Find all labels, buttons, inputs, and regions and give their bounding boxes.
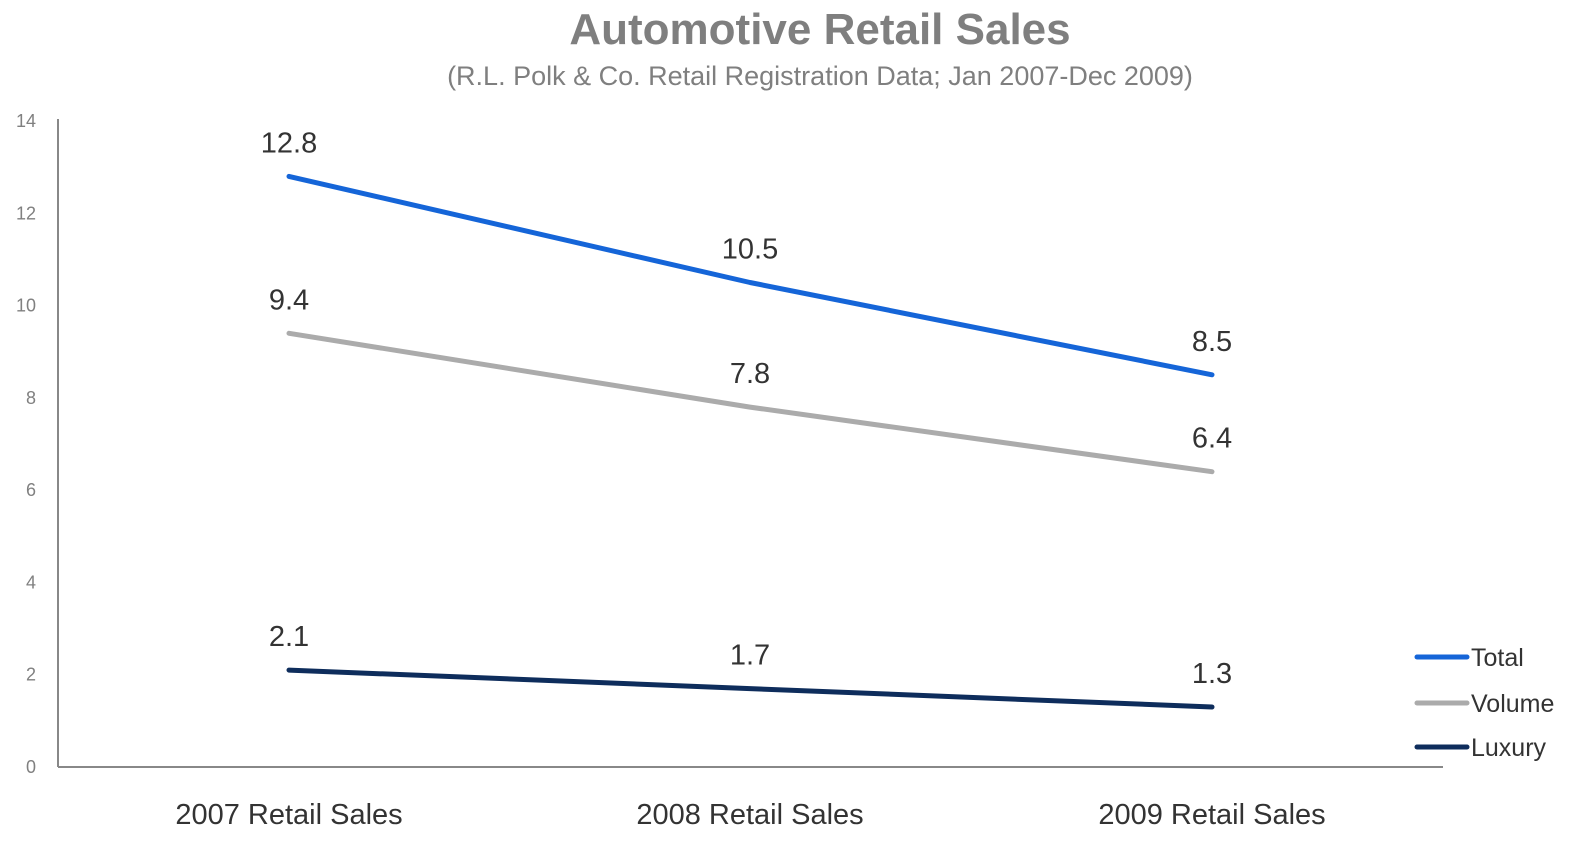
legend-label-volume: Volume — [1471, 690, 1554, 718]
data-labels: 12.8 10.5 8.5 9.4 7.8 6.4 2.1 1.7 1.3 — [261, 127, 1232, 690]
axes — [57, 119, 1443, 768]
legend: Total Volume Luxury — [1414, 644, 1554, 762]
legend-label-total: Total — [1471, 644, 1524, 672]
y-tick-label: 4 — [26, 572, 36, 592]
y-tick-label: 14 — [16, 111, 36, 131]
y-tick-label: 12 — [16, 203, 36, 223]
data-label-volume: 6.4 — [1192, 423, 1232, 455]
data-label-volume: 9.4 — [269, 284, 309, 316]
y-axis-ticks: 0 2 4 6 8 10 12 14 — [16, 111, 36, 777]
data-label-total: 10.5 — [722, 234, 778, 266]
chart-subtitle: (R.L. Polk & Co. Retail Registration Dat… — [447, 61, 1193, 91]
x-tick-label: 2009 Retail Sales — [1098, 799, 1325, 831]
data-label-luxury: 2.1 — [269, 621, 309, 653]
y-tick-label: 0 — [26, 757, 36, 777]
data-label-total: 8.5 — [1192, 326, 1232, 358]
data-label-luxury: 1.3 — [1192, 658, 1232, 690]
y-tick-label: 10 — [16, 296, 36, 316]
series-line-luxury — [286, 667, 1215, 710]
y-tick-label: 6 — [26, 480, 36, 500]
y-tick-label: 2 — [26, 665, 36, 685]
legend-label-luxury: Luxury — [1471, 734, 1547, 762]
x-tick-label: 2008 Retail Sales — [636, 799, 863, 831]
x-axis-ticks: 2007 Retail Sales 2008 Retail Sales 2009 R… — [175, 799, 1325, 831]
y-tick-label: 8 — [26, 388, 36, 408]
chart-title: Automotive Retail Sales — [569, 5, 1070, 54]
data-label-luxury: 1.7 — [730, 640, 770, 672]
series-lines — [286, 173, 1215, 710]
x-tick-label: 2007 Retail Sales — [175, 799, 402, 831]
series-line-volume — [286, 330, 1215, 475]
data-label-volume: 7.8 — [730, 358, 770, 390]
series-line-total — [286, 173, 1215, 378]
data-label-total: 12.8 — [261, 127, 317, 159]
